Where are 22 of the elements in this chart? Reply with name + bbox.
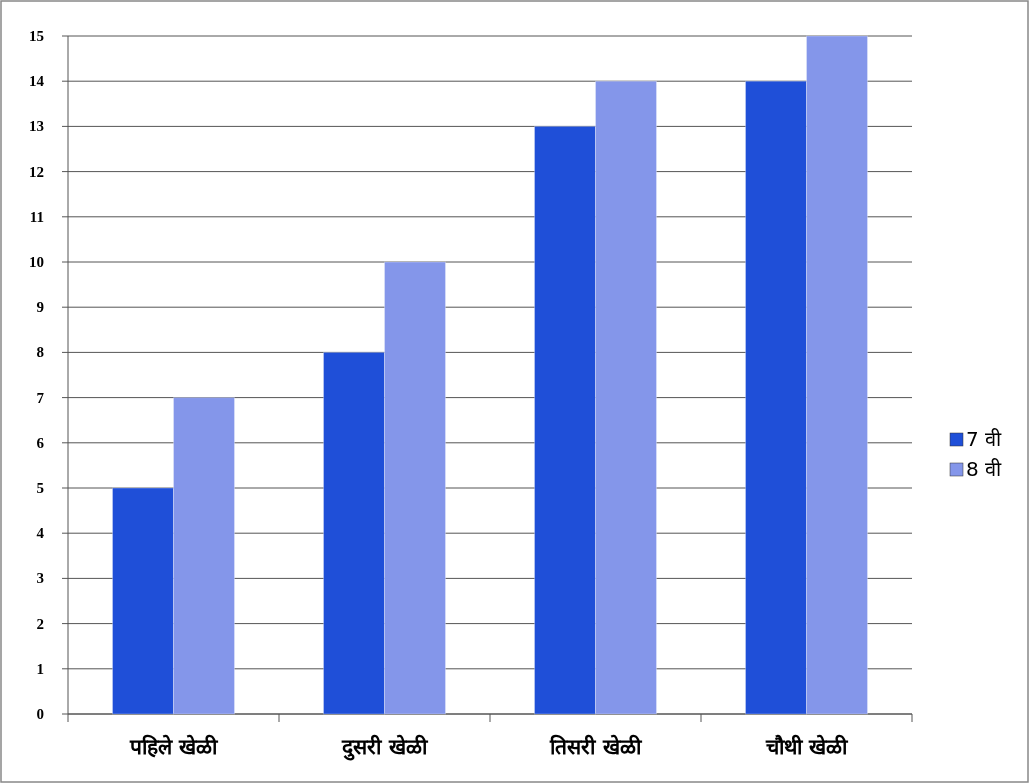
x-tick-label: पहिले खेळी [128,734,220,759]
y-tick-label: 6 [36,434,45,451]
x-tick-label: दुसरी खेळी [341,734,429,761]
legend-label: 8 वी [966,457,1003,481]
y-tick-label: 10 [29,254,44,270]
y-tick-label: 4 [36,525,45,542]
y-tick-label: 0 [36,706,44,722]
y-tick-label: 12 [29,163,44,180]
y-tick-label: 1 [36,660,44,677]
y-tick-label: 11 [29,208,44,225]
y-tick-label: 13 [29,118,44,135]
y-tick-label: 3 [36,570,44,587]
x-tick-label: तिसरी खेळी [549,734,643,759]
y-tick-label: 9 [36,299,44,316]
y-tick-label: 7 [36,389,45,406]
y-tick-label: 15 [29,28,44,44]
y-tick-label: 2 [36,615,44,632]
y-tick-label: 5 [36,480,44,496]
y-tick-label: 14 [29,73,45,90]
y-tick-label: 8 [36,344,44,361]
x-tick-label: चौथी खेळी [764,734,850,759]
legend-label: 7 वी [966,427,1003,451]
